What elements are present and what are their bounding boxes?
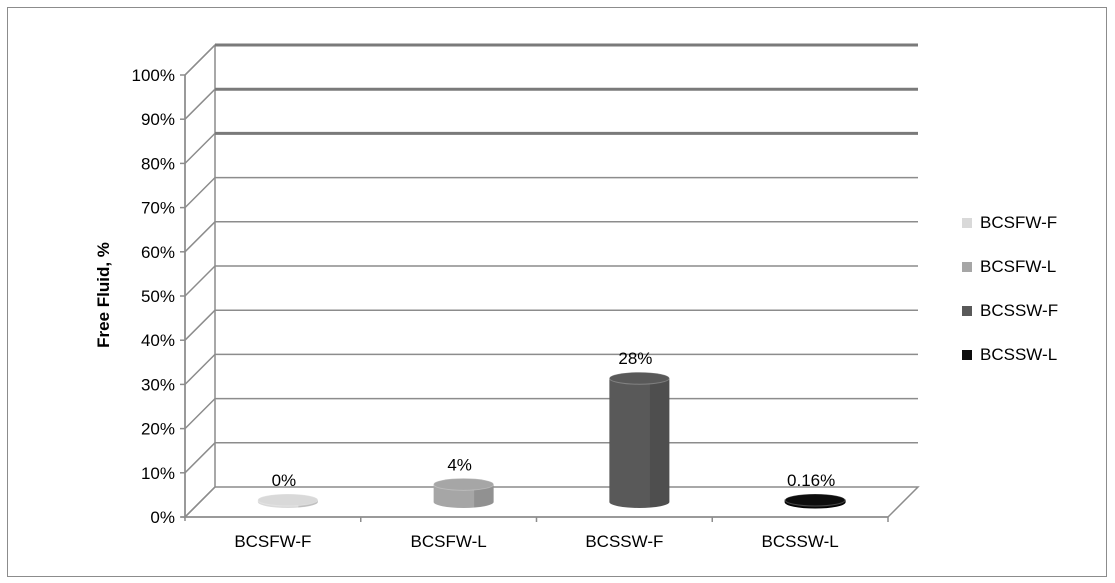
y-tick-label: 30% — [141, 375, 175, 394]
gridline-diagonal — [184, 132, 216, 164]
chart-legend: BCSFW-F BCSFW-L BCSSW-F BCSSW-L — [962, 213, 1058, 364]
y-tick-label: 90% — [141, 110, 175, 129]
bar — [433, 477, 495, 509]
legend-swatch — [962, 350, 972, 360]
bar — [608, 371, 670, 509]
gridline-diagonal — [184, 398, 216, 430]
x-tick-label: BCSSW-L — [762, 532, 839, 551]
gridline-diagonal — [184, 44, 216, 76]
x-tick-label: BCSFW-L — [411, 532, 487, 551]
bar — [784, 493, 846, 509]
gridline-diagonal — [184, 88, 216, 120]
legend-label: BCSSW-L — [980, 345, 1057, 364]
legend-item: BCSSW-F — [962, 301, 1058, 320]
y-tick-label: 0% — [150, 508, 175, 527]
bar-top — [257, 493, 319, 507]
bar-top — [608, 371, 670, 385]
legend-swatch — [962, 262, 972, 272]
bar-top — [784, 493, 846, 507]
gridline-diagonal — [184, 265, 216, 297]
x-axis-ticks: BCSFW-F BCSFW-L BCSSW-F BCSSW-L — [234, 517, 889, 551]
y-tick-label: 40% — [141, 331, 175, 350]
data-label: 0.16% — [787, 471, 835, 490]
bar — [257, 493, 319, 509]
y-tick-label: 70% — [141, 199, 175, 218]
bar-shade — [649, 378, 670, 508]
data-label: 0% — [272, 471, 297, 490]
y-tick-label: 80% — [141, 154, 175, 173]
bar-body — [433, 484, 494, 509]
bar-top — [433, 477, 495, 491]
bar-body — [609, 378, 670, 509]
y-tick-label: 50% — [141, 287, 175, 306]
y-tick-label: 20% — [141, 420, 175, 439]
y-tick-label: 10% — [141, 464, 175, 483]
y-axis-ticks: 0% 10% 20% 30% 40% 50% 60% 70% 80% 90% 100% — [132, 66, 185, 527]
gridline-diagonal — [184, 309, 216, 341]
x-tick-label: BCSSW-F — [585, 532, 663, 551]
gridline-diagonal — [184, 442, 216, 474]
chart-walls — [181, 43, 920, 521]
legend-item: BCSFW-F — [962, 213, 1057, 232]
legend-item: BCSSW-L — [962, 345, 1057, 364]
y-tick-label: 100% — [132, 66, 175, 85]
legend-swatch — [962, 306, 972, 316]
gridline-diagonal — [184, 353, 216, 385]
chart-gridlines — [184, 43, 918, 474]
legend-label: BCSFW-F — [980, 213, 1057, 232]
data-labels: 0% 4% 28% 0.16% — [272, 349, 836, 490]
gridline-diagonal — [184, 221, 216, 253]
bar-shade — [474, 484, 494, 508]
data-label: 28% — [618, 349, 652, 368]
legend-item: BCSFW-L — [962, 257, 1056, 276]
legend-swatch — [962, 218, 972, 228]
y-axis-label: Free Fluid, % — [94, 242, 113, 348]
legend-label: BCSSW-F — [980, 301, 1058, 320]
gridline-diagonal — [184, 177, 216, 209]
y-tick-label: 60% — [141, 243, 175, 262]
x-tick-label: BCSFW-F — [234, 532, 311, 551]
data-label: 4% — [447, 455, 472, 474]
legend-label: BCSFW-L — [980, 257, 1056, 276]
chart-frame — [7, 7, 1107, 577]
chart-bars — [257, 371, 846, 509]
